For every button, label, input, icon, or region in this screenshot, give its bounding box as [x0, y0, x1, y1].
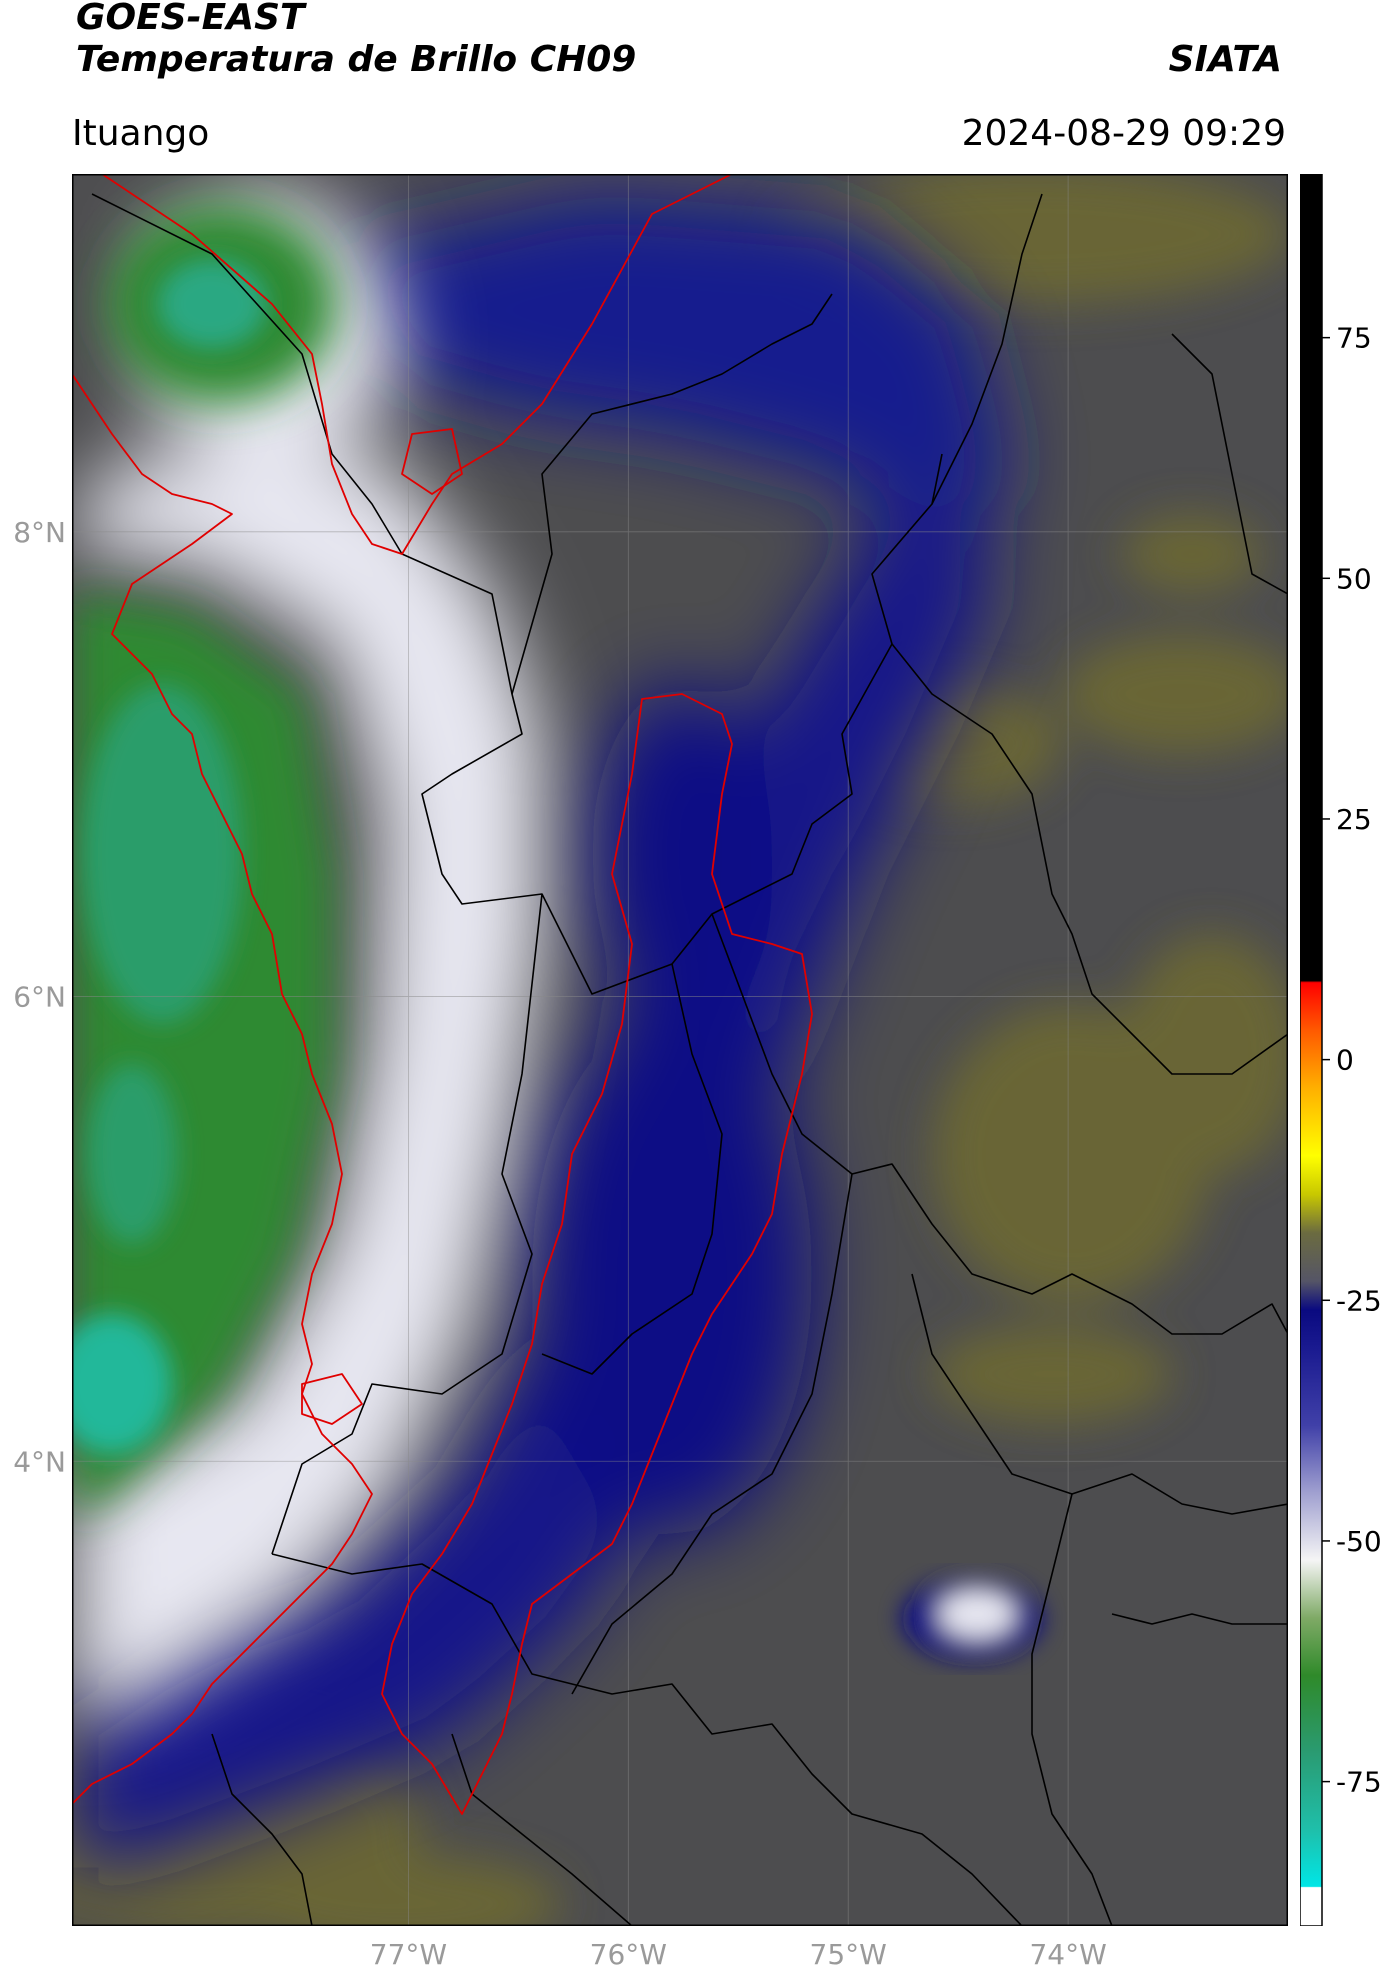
lat-label-4: 4°N: [13, 1445, 66, 1478]
colorbar-label-minus50: -50: [1336, 1525, 1382, 1558]
longitude-labels: 77°W 76°W 75°W 74°W: [370, 1938, 1107, 1971]
lon-label-75: 75°W: [810, 1938, 887, 1971]
latitude-labels: 8°N 6°N 4°N: [13, 516, 66, 1478]
colorbar-label-minus25: -25: [1336, 1284, 1382, 1317]
lon-label-76: 76°W: [590, 1938, 667, 1971]
product-title: Temperatura de Brillo CH09: [76, 39, 637, 80]
map-frame: [72, 174, 1288, 1926]
temperature-field: [72, 174, 1288, 1926]
department-borders: [91, 193, 1288, 1926]
organization-label: SIATA: [1168, 39, 1282, 80]
lon-label-77: 77°W: [370, 1938, 447, 1971]
brightness-temperature-map: [72, 174, 1288, 1926]
lat-label-6: 6°N: [13, 981, 66, 1014]
region-label: Ituango: [72, 113, 210, 154]
colorbar-ticks: 75 50 25 0 -25 -50 -75: [1322, 322, 1382, 1799]
colorbar-label-minus75: -75: [1336, 1766, 1382, 1799]
lat-label-8: 8°N: [13, 516, 66, 549]
temperature-colorbar: 75 50 25 0 -25 -50 -75: [1300, 174, 1382, 1926]
colorbar-label-0: 0: [1336, 1044, 1354, 1077]
graticule: [72, 174, 1288, 1926]
colorbar-label-75: 75: [1336, 322, 1372, 355]
coastline-and-basin-outline: [72, 174, 813, 1815]
colorbar-label-50: 50: [1336, 562, 1372, 595]
lon-label-74: 74°W: [1029, 1938, 1106, 1971]
datetime-label: 2024-08-29 09:29: [961, 113, 1286, 154]
colorbar-scale: [1300, 174, 1323, 1926]
satellite-title: GOES-EAST: [76, 0, 305, 38]
colorbar-label-25: 25: [1336, 803, 1372, 836]
